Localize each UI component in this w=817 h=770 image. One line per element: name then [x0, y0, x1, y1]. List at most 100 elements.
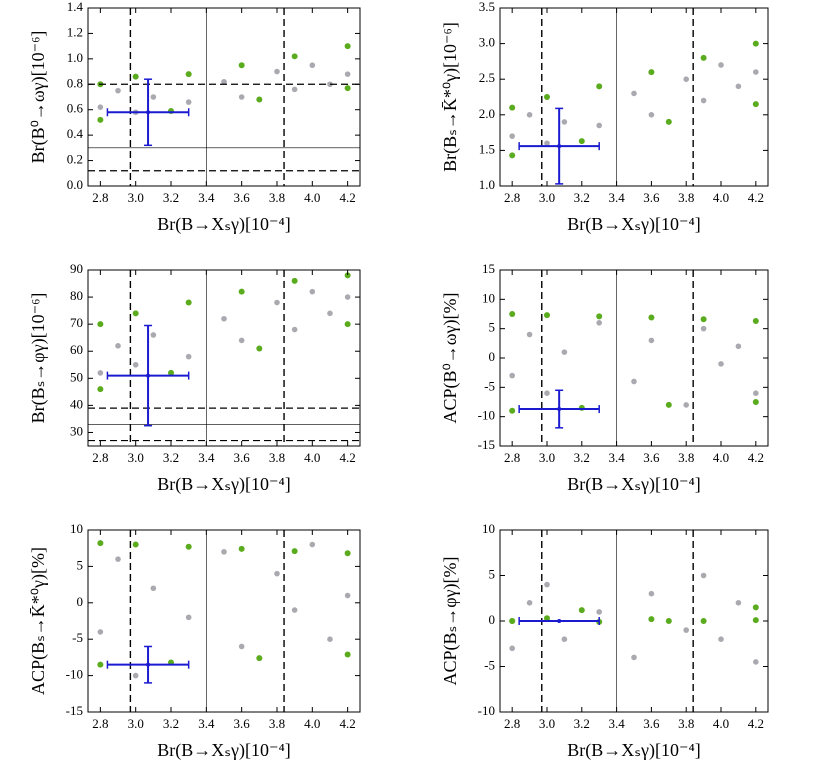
point [544, 581, 550, 588]
x-tick-label: 3.0 [128, 716, 144, 731]
point [97, 321, 104, 328]
x-tick-label: 3.6 [234, 716, 251, 731]
y-tick-label: 1.2 [67, 24, 83, 39]
point [665, 618, 672, 624]
point [344, 651, 351, 658]
x-axis-label: Br(B→Xₛγ)[10⁻⁴] [157, 474, 290, 495]
x-tick-label: 4.2 [748, 190, 764, 205]
x-tick-label: 4.0 [304, 450, 320, 465]
point [291, 607, 298, 613]
x-tick-label: 3.0 [128, 190, 144, 205]
panel: 2.8 3.0 3.2 3.4 3.6 3.8 4.0 4.2 -15 -10 -5 0 5 10 Br(B… [28, 521, 361, 761]
x-tick-label: 3.8 [678, 190, 694, 205]
point [185, 299, 192, 306]
point [509, 372, 515, 379]
x-tick-label: 2.8 [504, 450, 520, 465]
point [132, 672, 139, 679]
error-point [557, 144, 562, 149]
y-tick-label: 1.5 [479, 141, 495, 156]
point [185, 543, 192, 550]
panel: 2.8 3.0 3.2 3.4 3.6 3.8 4.0 4.2 30 40 50 60 70 80 90 Br… [28, 261, 361, 495]
point [344, 592, 351, 599]
x-tick-label: 2.8 [92, 190, 108, 205]
x-tick-label: 3.2 [163, 190, 179, 205]
point [735, 600, 742, 606]
point [543, 312, 550, 319]
y-tick-label: -15 [478, 437, 495, 452]
x-tick-label: 3.4 [198, 190, 215, 205]
x-tick-label: 3.0 [128, 450, 144, 465]
point [700, 316, 707, 323]
point [700, 572, 707, 579]
x-tick-label: 4.0 [713, 450, 729, 465]
x-tick-label: 3.4 [198, 716, 215, 731]
point [596, 313, 603, 320]
error-point [146, 373, 151, 378]
y-tick-label: 1.0 [479, 177, 495, 192]
y-tick-label: 0 [77, 594, 84, 609]
error-point [557, 407, 562, 412]
y-tick-label: 40 [70, 396, 83, 411]
point [700, 325, 707, 332]
point [631, 378, 637, 385]
frame [87, 529, 361, 713]
y-tick-label: 15 [482, 261, 495, 276]
y-tick-label: 0 [489, 612, 496, 627]
x-tick-label: 3.6 [234, 450, 251, 465]
x-tick-label: 4.0 [713, 716, 729, 731]
point [753, 69, 759, 75]
point [97, 104, 104, 110]
point [561, 119, 568, 125]
y-axis-label: ACP(B⁰→ωγ)[%] [440, 292, 461, 423]
x-tick-label: 3.8 [269, 716, 285, 731]
y-tick-label: 50 [70, 369, 83, 384]
x-tick-label: 4.0 [304, 716, 320, 731]
point [683, 76, 690, 82]
x-tick-label: 3.2 [574, 450, 590, 465]
point [509, 104, 516, 111]
x-axis-label: Br(B→Xₛγ)[10⁻⁴] [157, 740, 290, 761]
x-tick-label: 3.8 [269, 450, 285, 465]
point [132, 541, 139, 548]
point [648, 337, 655, 344]
point [115, 556, 121, 562]
point [735, 343, 742, 350]
x-tick-label: 3.2 [574, 716, 590, 731]
x-axis-label: Br(B→Xₛγ)[10⁻⁴] [157, 214, 290, 235]
point [561, 636, 568, 642]
point [185, 99, 192, 105]
point [291, 548, 298, 555]
point [543, 94, 550, 100]
y-tick-label: 2.5 [479, 70, 495, 85]
y-tick-label: 30 [70, 423, 83, 438]
point [291, 277, 298, 284]
y-tick-label: 5 [489, 566, 496, 581]
y-tick-label: 10 [482, 521, 495, 536]
point [185, 614, 192, 621]
point [327, 81, 333, 88]
point [526, 112, 533, 118]
point [344, 85, 351, 92]
x-tick-label: 3.4 [198, 450, 215, 465]
y-tick-label: 5 [489, 320, 496, 335]
point [578, 607, 585, 614]
x-tick-label: 3.2 [163, 450, 179, 465]
point [344, 43, 351, 50]
point [752, 40, 759, 47]
x-tick-label: 3.8 [269, 190, 285, 205]
x-tick-label: 3.6 [643, 716, 660, 731]
y-tick-label: 1.0 [67, 50, 83, 65]
point [752, 399, 759, 405]
panel: 2.8 3.0 3.2 3.4 3.6 3.8 4.0 4.2 -10 -5 0 5 10 Br(B→Xₛ… [440, 521, 769, 761]
point [648, 69, 655, 76]
point [221, 549, 227, 555]
point [648, 314, 655, 321]
y-axis-label: Br(B⁰→ωγ)[10⁻⁶] [28, 31, 49, 164]
point [752, 604, 759, 611]
point [274, 68, 280, 75]
x-tick-label: 3.2 [163, 716, 179, 731]
x-tick-label: 3.6 [643, 450, 660, 465]
point [185, 353, 192, 360]
y-tick-label: -5 [72, 630, 83, 645]
